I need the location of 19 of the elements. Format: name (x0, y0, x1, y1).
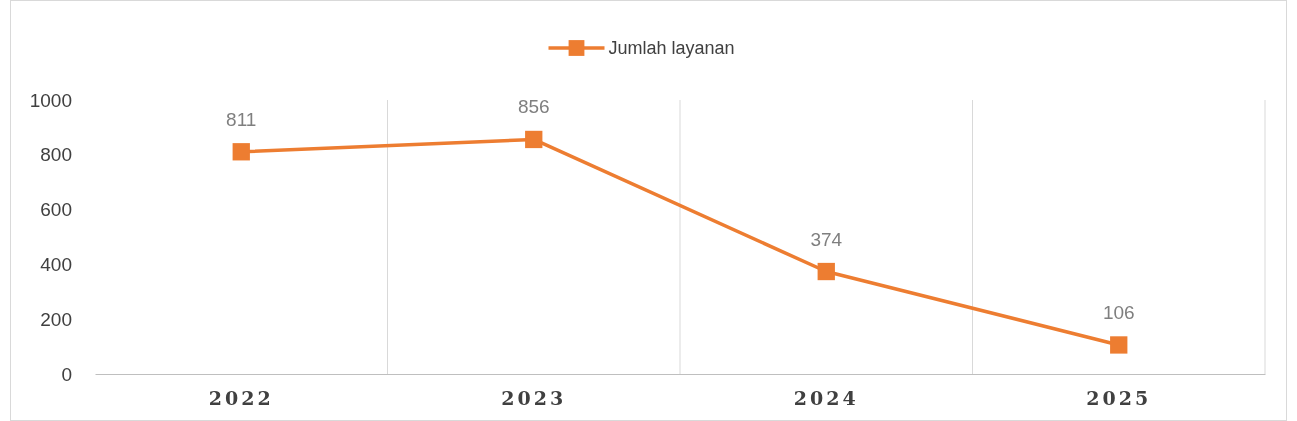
x-tick-label: 2024 (793, 387, 859, 410)
y-tick-label: 800 (40, 144, 72, 166)
y-tick-label: 0 (61, 363, 72, 385)
data-label: 811 (226, 108, 257, 130)
y-tick-label: 1000 (29, 89, 72, 111)
point (817, 262, 835, 281)
x-tick-label: 2025 (1086, 387, 1152, 410)
data-label: 374 (810, 228, 843, 250)
legend-label: Jumlah layanan (608, 38, 735, 58)
y-tick-label: 200 (40, 308, 72, 330)
x-tick-label: 2022 (208, 387, 274, 410)
point (525, 130, 543, 149)
data-label: 856 (517, 96, 550, 118)
y-tick-label: 400 (40, 253, 72, 275)
y-tick-label: 600 (40, 199, 72, 221)
data-label: 106 (1102, 301, 1135, 323)
point (1110, 336, 1128, 354)
x-tick-label: 2023 (501, 387, 567, 410)
point (232, 143, 250, 161)
